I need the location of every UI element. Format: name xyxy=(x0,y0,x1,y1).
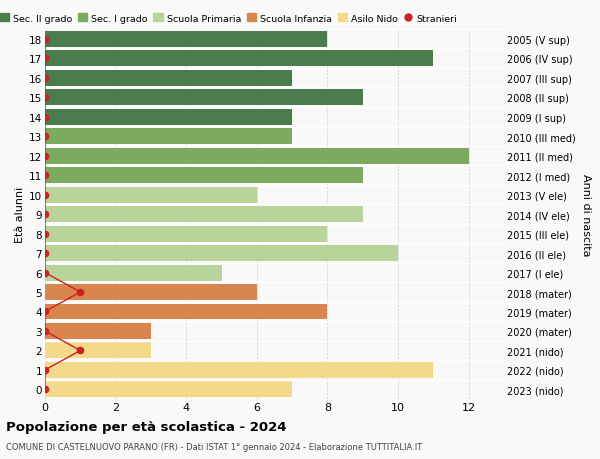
Bar xyxy=(45,207,363,223)
Bar xyxy=(45,226,328,242)
Bar xyxy=(45,129,292,145)
Bar xyxy=(45,187,257,203)
Legend: Sec. II grado, Sec. I grado, Scuola Primaria, Scuola Infanzia, Asilo Nido, Stran: Sec. II grado, Sec. I grado, Scuola Prim… xyxy=(0,11,461,27)
Bar xyxy=(45,148,469,164)
Bar xyxy=(45,265,221,281)
Bar xyxy=(45,304,328,320)
Bar xyxy=(45,285,257,300)
Bar xyxy=(45,51,433,67)
Y-axis label: Anni di nascita: Anni di nascita xyxy=(581,174,591,256)
Bar xyxy=(45,90,363,106)
Bar xyxy=(45,32,328,48)
Bar xyxy=(45,109,292,125)
Text: COMUNE DI CASTELNUOVO PARANO (FR) - Dati ISTAT 1° gennaio 2024 - Elaborazione TU: COMUNE DI CASTELNUOVO PARANO (FR) - Dati… xyxy=(6,442,422,451)
Bar xyxy=(45,343,151,358)
Bar xyxy=(45,362,433,378)
Y-axis label: Età alunni: Età alunni xyxy=(15,186,25,243)
Text: Popolazione per età scolastica - 2024: Popolazione per età scolastica - 2024 xyxy=(6,420,287,433)
Bar xyxy=(45,246,398,262)
Bar xyxy=(45,168,363,184)
Bar xyxy=(45,323,151,339)
Bar xyxy=(45,71,292,86)
Bar xyxy=(45,381,292,397)
